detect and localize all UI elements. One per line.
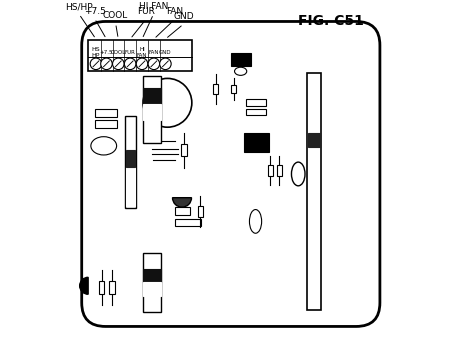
Bar <box>109 281 115 294</box>
Circle shape <box>90 58 102 70</box>
Ellipse shape <box>249 209 262 233</box>
Bar <box>181 144 187 156</box>
Text: COOL: COOL <box>103 12 128 20</box>
Bar <box>143 104 161 120</box>
Bar <box>88 40 192 71</box>
Bar <box>175 219 201 226</box>
Bar <box>245 133 269 152</box>
Text: FUR: FUR <box>125 50 136 55</box>
Bar <box>308 133 320 147</box>
Text: FIG. C51: FIG. C51 <box>298 15 364 29</box>
Ellipse shape <box>91 137 117 155</box>
Bar <box>126 150 135 167</box>
Circle shape <box>101 58 112 70</box>
Wedge shape <box>173 198 192 207</box>
Text: FUR: FUR <box>137 7 155 16</box>
Bar <box>231 53 251 66</box>
Text: GND: GND <box>173 13 194 21</box>
Ellipse shape <box>234 67 247 75</box>
Bar <box>307 73 320 310</box>
Bar <box>143 269 161 283</box>
Text: HS
HP: HS HP <box>92 48 100 58</box>
Bar <box>126 167 135 206</box>
Circle shape <box>113 58 124 70</box>
Text: HS/HP: HS/HP <box>65 2 93 11</box>
Text: HI
FAN: HI FAN <box>137 48 147 58</box>
Bar <box>143 283 161 296</box>
Circle shape <box>125 58 136 70</box>
Bar <box>143 253 161 312</box>
Text: HI FAN: HI FAN <box>139 2 168 11</box>
Bar <box>174 207 190 215</box>
Text: GND: GND <box>159 50 172 55</box>
Circle shape <box>136 58 148 70</box>
Circle shape <box>143 79 192 127</box>
Text: FAN: FAN <box>149 50 159 55</box>
Bar <box>277 165 282 176</box>
Circle shape <box>148 58 159 70</box>
Bar <box>125 116 136 208</box>
Bar <box>246 99 266 106</box>
Bar <box>143 76 161 143</box>
FancyBboxPatch shape <box>82 21 380 326</box>
Bar <box>95 109 117 117</box>
Bar <box>213 84 218 95</box>
Bar <box>143 88 161 104</box>
Circle shape <box>159 58 171 70</box>
Bar <box>95 120 117 128</box>
Bar <box>246 108 266 115</box>
Text: COOL: COOL <box>111 50 126 55</box>
Wedge shape <box>80 277 88 294</box>
Text: +7.5: +7.5 <box>100 50 113 55</box>
Bar <box>268 165 273 176</box>
Bar <box>231 85 236 93</box>
Bar <box>99 281 105 294</box>
Ellipse shape <box>292 162 305 186</box>
Bar <box>198 206 203 217</box>
Text: +7.5: +7.5 <box>84 7 106 16</box>
Text: FAN: FAN <box>166 7 184 16</box>
